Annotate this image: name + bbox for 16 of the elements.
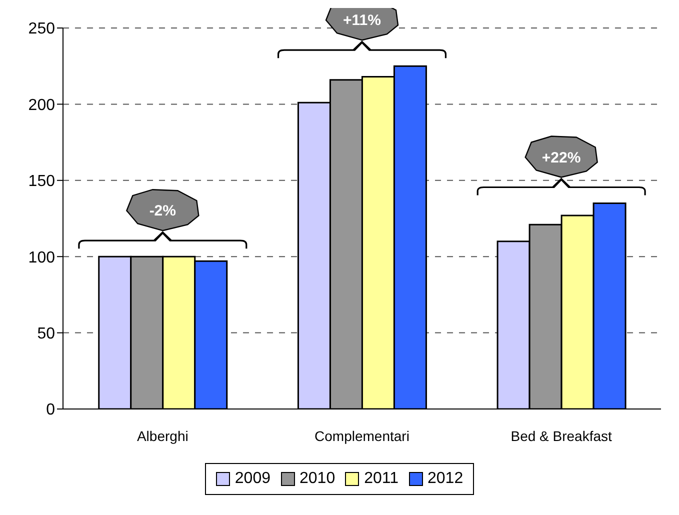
x-tick-label: Alberghi — [136, 428, 188, 444]
y-tick-label: 0 — [46, 402, 56, 419]
legend-label: 2009 — [234, 470, 270, 488]
legend-label: 2012 — [426, 470, 464, 488]
legend-label: 2011 — [363, 470, 398, 488]
y-tick-label: 50 — [37, 325, 56, 342]
annotation: -2% — [149, 202, 176, 220]
annotation: +11% — [343, 12, 381, 30]
y-tick-label: 150 — [28, 173, 56, 190]
y-tick-label: 200 — [28, 96, 56, 114]
y-tick-label: 100 — [28, 249, 56, 266]
annotation: +22% — [542, 149, 581, 166]
x-tick-label: Complementari — [314, 428, 410, 444]
y-tick-label: 250 — [28, 20, 56, 38]
x-tick-label: Bed & Breakfast — [510, 428, 612, 444]
legend-label: 2010 — [298, 470, 336, 488]
